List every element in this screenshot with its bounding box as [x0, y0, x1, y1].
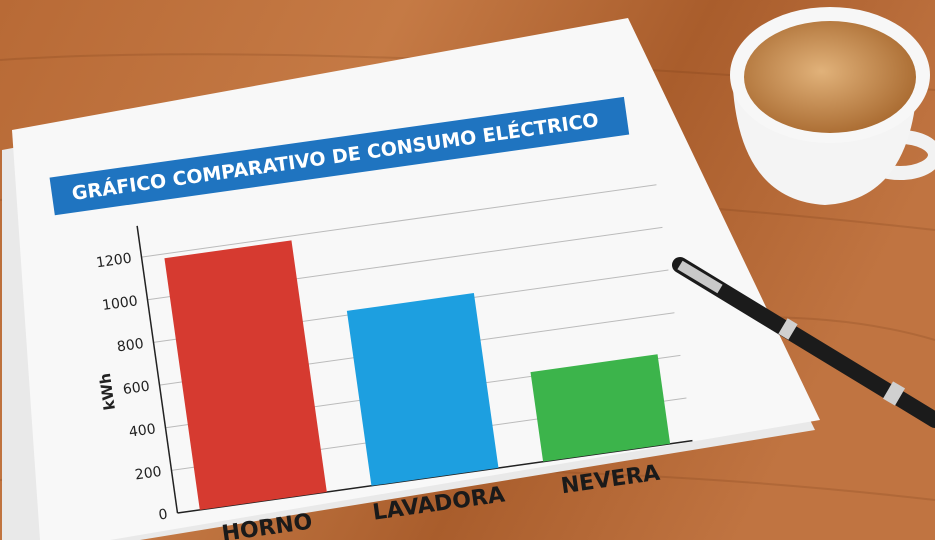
y-tick-label: 1200 — [95, 251, 133, 272]
bar — [346, 293, 499, 486]
y-tick-label: 600 — [122, 379, 151, 399]
y-tick-label: 0 — [158, 507, 169, 524]
y-tick-label: 200 — [134, 464, 163, 484]
coffee-cup — [730, 7, 935, 205]
pen — [672, 257, 935, 428]
grid-line — [141, 184, 657, 258]
y-axis — [136, 225, 179, 514]
y-tick-label: 1000 — [101, 293, 139, 314]
y-axis-label: kWh — [96, 372, 119, 411]
title-bar — [49, 96, 630, 216]
bar — [530, 354, 671, 462]
y-tick-label: 800 — [116, 336, 145, 356]
bar — [164, 240, 327, 510]
y-tick-label: 400 — [128, 421, 157, 441]
